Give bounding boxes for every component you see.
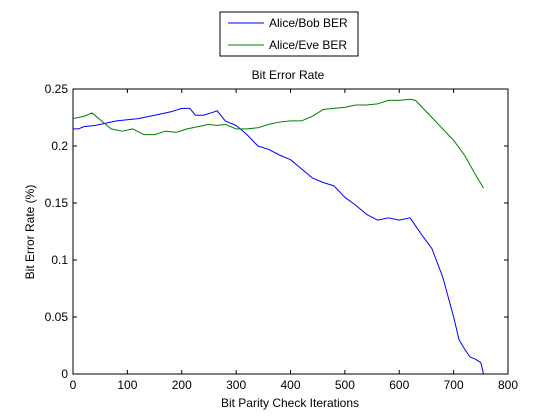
y-tick-label: 0.15 bbox=[45, 196, 69, 210]
legend: Alice/Bob BER Alice/Eve BER bbox=[219, 11, 359, 57]
x-tick-label: 400 bbox=[280, 378, 300, 392]
x-axis-title: Bit Parity Check Iterations bbox=[221, 396, 359, 410]
series-line-alice-eve bbox=[72, 98, 484, 189]
x-tick-label: 300 bbox=[226, 378, 246, 392]
y-tick-label: 0 bbox=[61, 367, 68, 381]
x-tick-label: 200 bbox=[172, 378, 192, 392]
y-tick-label: 0.25 bbox=[45, 82, 69, 96]
y-tick-label: 0.2 bbox=[51, 139, 68, 153]
series-line-alice-bob bbox=[73, 107, 485, 375]
series-group bbox=[72, 98, 485, 375]
legend-box bbox=[219, 11, 359, 57]
x-tick-label: 0 bbox=[70, 378, 77, 392]
legend-label-alice-bob: Alice/Bob BER bbox=[269, 16, 348, 30]
y-tick-label: 0.05 bbox=[45, 310, 69, 324]
x-tick-label: 700 bbox=[444, 378, 464, 392]
x-tick-label: 800 bbox=[498, 378, 518, 392]
y-axis-title: Bit Error Rate (%) bbox=[23, 185, 37, 280]
x-axis-ticks: 0 100 200 300 400 500 600 700 800 bbox=[70, 89, 518, 392]
x-tick-label: 500 bbox=[335, 378, 355, 392]
x-tick-label: 600 bbox=[389, 378, 409, 392]
plot-area bbox=[72, 88, 509, 375]
y-axis-ticks: 0 0.05 0.1 0.15 0.2 0.25 bbox=[45, 82, 508, 381]
x-tick-label: 100 bbox=[117, 378, 137, 392]
chart-title: Bit Error Rate bbox=[252, 68, 325, 82]
legend-label-alice-eve: Alice/Eve BER bbox=[269, 38, 347, 52]
y-tick-label: 0.1 bbox=[51, 253, 68, 267]
